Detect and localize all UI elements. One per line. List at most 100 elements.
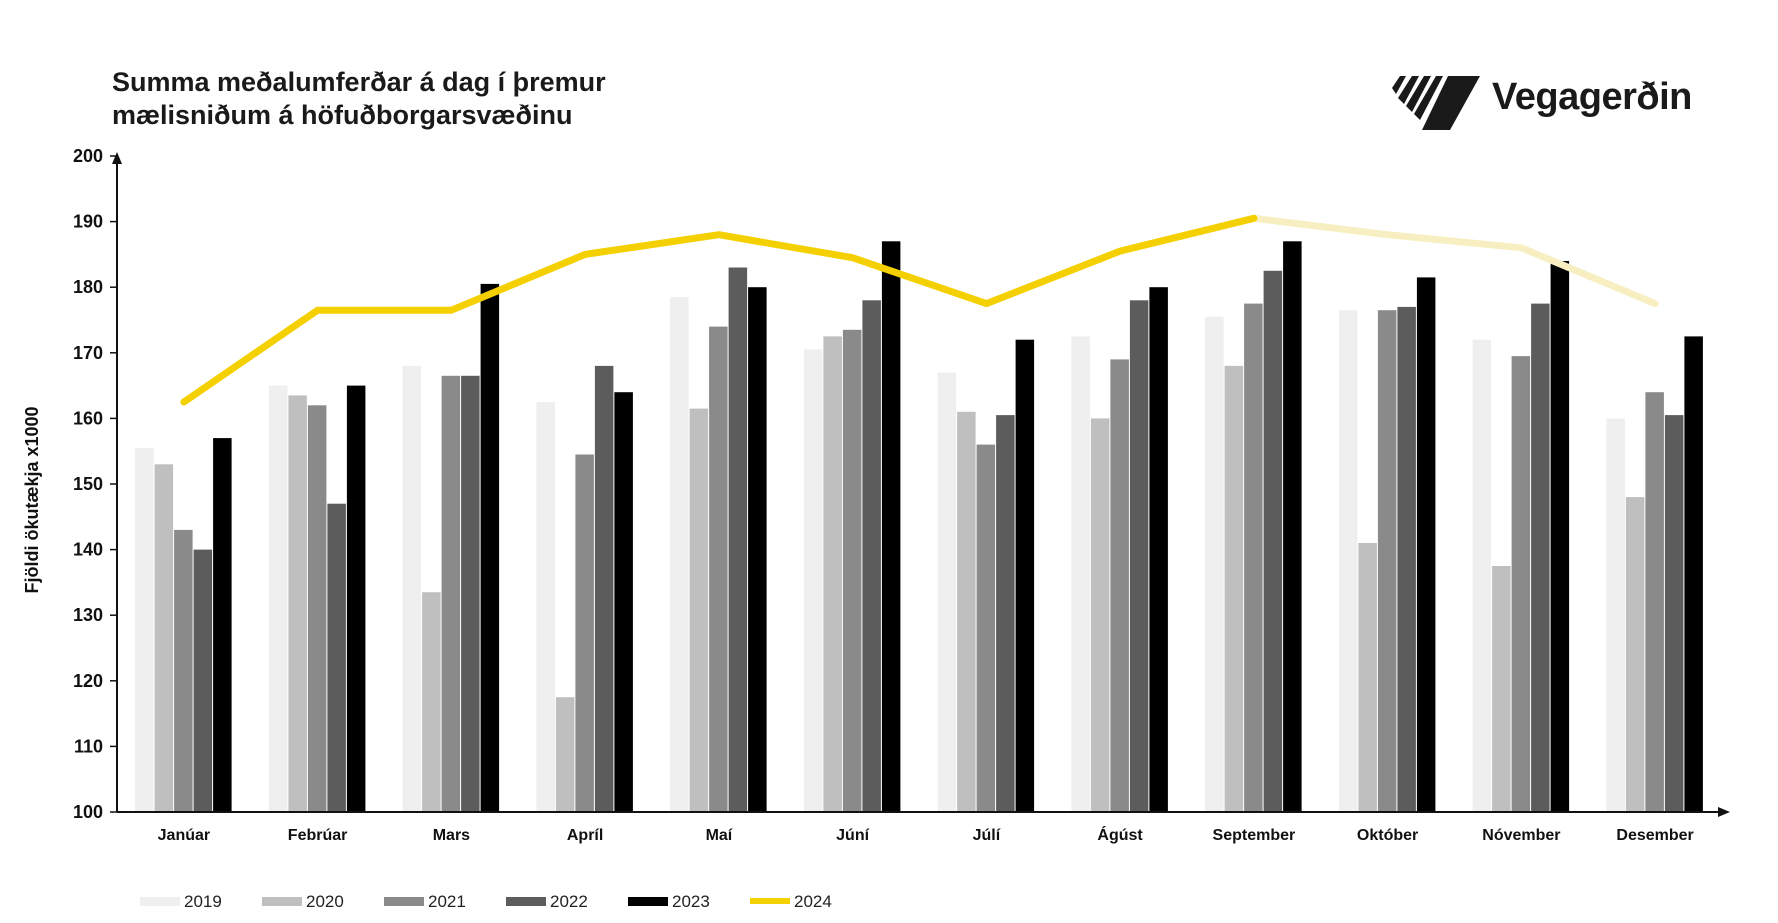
logo-wordmark: Vegagerðin: [1492, 76, 1692, 118]
bar-2019-2: [402, 365, 422, 812]
y-tick-label: 100: [73, 802, 103, 822]
bar-2022-9: [1397, 306, 1416, 812]
y-tick-label: 180: [73, 277, 103, 297]
bar-2019-7: [1071, 336, 1090, 812]
bar-2020-1: [288, 395, 307, 812]
bar-2023-6: [1015, 339, 1035, 812]
bar-2021-11: [1645, 392, 1664, 812]
bar-2023-11: [1684, 336, 1703, 812]
bar-2021-2: [441, 375, 461, 812]
legend-label-2020: 2020: [306, 892, 344, 911]
bar-2023-0: [213, 438, 232, 812]
bar-2020-8: [1224, 365, 1244, 812]
bar-2023-2: [480, 283, 500, 812]
legend-label-2023: 2023: [672, 892, 710, 911]
line-2024: [180, 214, 1258, 406]
y-axis-label: Fjöldi ökutækja x1000: [22, 406, 42, 593]
bar-2023-1: [346, 385, 366, 812]
y-tick-label: 130: [73, 605, 103, 625]
x-tick-label: Desember: [1616, 827, 1693, 844]
bar-2019-1: [268, 385, 288, 812]
y-tick-label: 110: [74, 736, 103, 756]
bar-2019-4: [670, 297, 689, 812]
bar-2022-10: [1531, 303, 1550, 812]
vegagerdin-logo: Vegagerðin: [1392, 72, 1722, 134]
bar-2019-0: [135, 447, 154, 812]
bar-2022-8: [1263, 270, 1283, 812]
bar-2023-10: [1550, 261, 1570, 812]
bar-2022-6: [996, 415, 1015, 812]
y-tick-label: 150: [73, 474, 103, 494]
bar-2022-4: [728, 267, 748, 812]
bar-2020-5: [823, 336, 842, 812]
chart-title-line-2: mælisniðum á höfuðborgarsvæðinu: [112, 100, 573, 130]
bar-group: [135, 241, 1703, 813]
y-tick-label: 200: [73, 146, 103, 166]
x-tick-label: Febrúar: [288, 827, 348, 844]
x-tick-label: Janúar: [158, 827, 210, 844]
bar-2020-4: [689, 408, 709, 812]
bar-2021-7: [1110, 359, 1129, 812]
axes: [112, 152, 1730, 817]
bar-2021-8: [1244, 303, 1263, 812]
bar-2021-9: [1377, 310, 1397, 812]
bar-2022-5: [862, 300, 881, 812]
x-tick-label: Mars: [433, 827, 470, 844]
bar-2022-3: [594, 365, 614, 812]
bar-2020-0: [154, 464, 174, 812]
bar-2019-6: [937, 372, 957, 812]
bar-2023-7: [1149, 287, 1168, 812]
bar-2019-10: [1472, 339, 1492, 812]
legend-swatch-2021: [384, 897, 424, 906]
bar-2019-8: [1205, 316, 1224, 812]
x-tick-label: Júlí: [973, 827, 1001, 844]
bar-2023-4: [748, 287, 767, 812]
line-2024-layer: [180, 214, 1659, 406]
x-axis-arrow: [1718, 807, 1730, 817]
striped-road-logo-icon: [1392, 76, 1480, 130]
x-tick-label: Apríl: [567, 827, 603, 844]
legend: 2019 2020 2021 2022 2023 2024: [140, 892, 832, 911]
bar-2022-0: [193, 549, 213, 812]
bar-2022-2: [461, 375, 480, 812]
bar-2020-11: [1625, 497, 1645, 812]
line-2024-partial: [1250, 214, 1659, 308]
legend-swatch-2019: [140, 897, 180, 906]
bar-2020-2: [422, 592, 441, 812]
bar-2021-10: [1511, 356, 1531, 812]
bar-2021-6: [976, 444, 996, 812]
bar-2020-10: [1492, 566, 1511, 812]
y-tick-label: 160: [73, 408, 103, 428]
x-tick-label: Júní: [836, 827, 869, 844]
bar-2021-5: [842, 329, 862, 812]
y-tick-label: 140: [73, 540, 103, 560]
legend-label-2021: 2021: [428, 892, 466, 911]
bar-2020-3: [555, 697, 575, 812]
legend-swatch-2022: [506, 897, 546, 906]
chart-title: Summa meðalumferðar á dag í þremur mælis…: [112, 66, 812, 132]
bar-2022-11: [1664, 415, 1684, 812]
y-tick-labels: 100 110 120 130 140 150 160 170 180 190 200: [73, 146, 117, 822]
legend-label-2024: 2024: [794, 892, 832, 911]
bar-2020-6: [957, 411, 976, 812]
legend-label-2019: 2019: [184, 892, 222, 911]
y-tick-label: 120: [73, 671, 103, 691]
bar-2022-1: [327, 503, 346, 812]
bar-2019-5: [803, 349, 823, 812]
bar-2023-8: [1283, 241, 1302, 813]
legend-swatch-2024: [750, 898, 790, 904]
bar-2021-4: [709, 326, 728, 812]
bar-2019-3: [536, 402, 555, 812]
bar-2020-9: [1358, 543, 1377, 812]
legend-swatch-2023: [628, 897, 668, 906]
bar-2023-5: [881, 241, 901, 813]
x-tick-label: Maí: [706, 827, 733, 844]
x-tick-label: Nóvember: [1482, 827, 1560, 844]
bar-2020-7: [1090, 418, 1110, 812]
y-axis-arrow: [112, 152, 122, 164]
x-tick-labels: Janúar Febrúar Mars Apríl Maí Júní Júlí Ágúst Se…: [158, 825, 1694, 844]
x-tick-label: September: [1213, 827, 1296, 844]
x-tick-label: Ágúst: [1097, 825, 1143, 844]
legend-label-2022: 2022: [550, 892, 588, 911]
